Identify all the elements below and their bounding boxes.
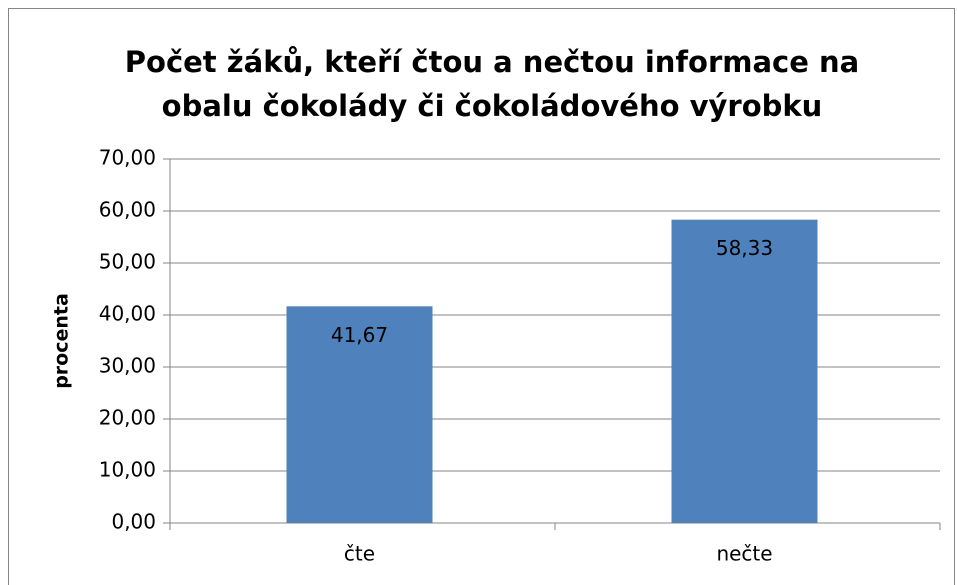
x-tick-label: čte [344, 542, 375, 566]
y-tick-label: 50,00 [99, 250, 156, 274]
y-tick-label: 40,00 [99, 302, 156, 326]
y-axis-label: procenta [51, 293, 73, 389]
data-label: 41,67 [331, 323, 388, 347]
y-tick-label: 0,00 [111, 510, 156, 534]
y-tick-label: 70,00 [99, 146, 156, 170]
bar [286, 306, 433, 523]
y-tick-label: 20,00 [99, 406, 156, 430]
y-tick-label: 60,00 [99, 198, 156, 222]
data-label: 58,33 [716, 236, 773, 260]
chart-title: Počet žáků, kteří čtou a nečtou informac… [125, 45, 859, 79]
y-tick-label: 10,00 [99, 458, 156, 482]
y-tick-label: 30,00 [99, 354, 156, 378]
chart-title: obalu čokolády či čokoládového výrobku [162, 89, 823, 123]
bar [671, 219, 818, 523]
x-tick-label: nečte [716, 542, 772, 566]
